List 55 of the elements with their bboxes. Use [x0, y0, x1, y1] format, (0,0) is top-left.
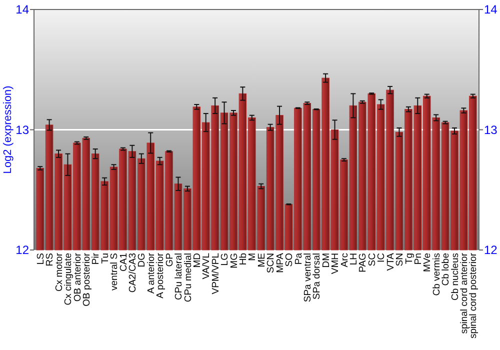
y2-tick-label: 14: [484, 2, 498, 17]
x-tick-label: DG: [136, 253, 148, 268]
x-tick-label: SPa dorsal: [312, 253, 323, 300]
x-tick-label: Tg: [404, 253, 415, 264]
x-tick-label: MD: [192, 252, 203, 268]
x-tick-label: spinal cord anterior: [459, 253, 470, 334]
x-tick-label: GP: [164, 253, 176, 267]
x-tick-label: CPu lateral: [174, 253, 185, 300]
y2-tick-label: 13: [484, 122, 498, 137]
x-tick-label: CA1: [118, 253, 130, 272]
y-axis-title: Log2 (expression): [2, 86, 14, 174]
x-tick-label: VMH: [330, 252, 342, 274]
x-tick-label: M: [247, 252, 258, 261]
x-tick-label: OB anterior: [72, 253, 84, 302]
x-tick-label: Pn: [412, 253, 424, 265]
x-tick-label: VA/VL: [201, 253, 212, 280]
x-tick-label: Cb lobe: [440, 253, 452, 286]
x-tick-label: RS: [44, 253, 56, 266]
x-tick-label: MPA: [274, 252, 286, 273]
x-tick-label: Arc: [339, 252, 350, 268]
x-tick-label: CA2/CA3: [128, 253, 139, 293]
x-tick-label: MVe: [422, 253, 434, 272]
x-tick-label: Cb vermis: [431, 252, 442, 296]
y-tick-label: 14: [16, 2, 30, 17]
x-tick-label: LG: [220, 253, 231, 266]
x-tick-label: VTA: [385, 252, 396, 271]
x-tick-label: MG: [228, 253, 240, 268]
x-tick-label: A anterior: [146, 253, 157, 294]
y2-tick-label: 12: [484, 243, 498, 258]
x-tick-label: Pir: [90, 253, 102, 265]
x-tick-label: A posterior: [155, 253, 166, 298]
x-tick-label: Cx cingulate: [63, 253, 74, 306]
y-tick-label: 12: [16, 243, 30, 258]
x-tick-label: SC: [366, 252, 378, 266]
x-tick-label: DM: [320, 252, 332, 268]
x-tick-label: Pa: [293, 252, 304, 265]
x-tick-label: LS: [35, 253, 46, 265]
x-tick-label: Cb nucleus: [450, 252, 461, 301]
y-tick-label: 13: [16, 122, 30, 137]
x-tick-label: OB posterior: [81, 253, 92, 306]
x-tick-label: ME: [256, 253, 268, 268]
x-tick-label: SN: [394, 252, 406, 266]
x-tick-label: VPM/VPL: [210, 253, 222, 294]
x-tick-label: Hb: [238, 253, 250, 266]
x-tick-label: spinal cord posterior: [468, 253, 480, 339]
x-tick-label: SCN: [266, 252, 277, 274]
x-tick-label: SPa ventral: [302, 253, 314, 302]
x-tick-label: IC: [376, 252, 388, 262]
x-tick-label: Cx motor: [54, 253, 65, 292]
x-tick-label: SO: [284, 253, 296, 267]
x-tick-label: CPu medial: [182, 253, 194, 302]
x-tick-label: LH: [348, 252, 360, 266]
x-tick-label: Tu: [100, 253, 111, 264]
x-tick-label: PAG: [358, 253, 369, 272]
x-tick-label: ventral S: [109, 253, 120, 290]
